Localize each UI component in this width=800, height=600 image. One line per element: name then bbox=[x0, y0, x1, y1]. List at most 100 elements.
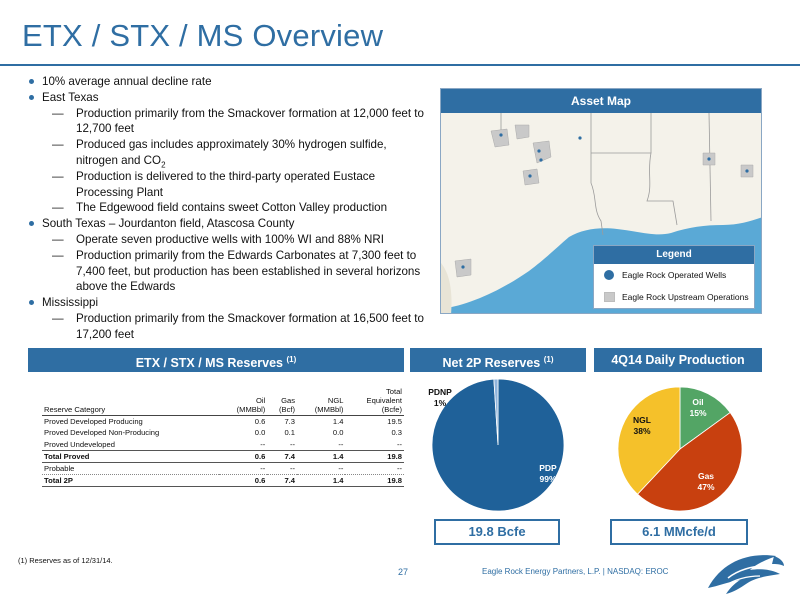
column-header: Total Equivalent (Bcfe) bbox=[366, 387, 402, 414]
table-cell: 1.4 bbox=[297, 473, 346, 487]
table-cell: 0.1 bbox=[284, 428, 295, 438]
table-cell: 1.4 bbox=[297, 449, 346, 463]
pie-slice-oil bbox=[679, 386, 731, 450]
pie-slice-gas bbox=[636, 411, 743, 512]
table-cell: Total Proved bbox=[42, 449, 219, 463]
table-cell: 7.3 bbox=[284, 417, 295, 426]
table-cell: -- bbox=[338, 439, 344, 449]
table-cell: -- bbox=[267, 461, 297, 474]
mexico-land bbox=[441, 263, 452, 313]
asset-area-etx-2 bbox=[514, 124, 530, 140]
table-cell: 0.6 bbox=[218, 473, 268, 487]
sub-bullet-item: Production is delivered to the third-par… bbox=[28, 169, 428, 201]
bullet-item: South Texas – Jourdanton field, Atascosa… bbox=[28, 216, 428, 232]
square-icon bbox=[604, 292, 615, 302]
pie-slice-value: 99% bbox=[539, 474, 556, 484]
table-row: Total Proved 0.6 7.4 1.4 19.8 bbox=[42, 449, 404, 463]
eagle-logo-icon bbox=[708, 555, 784, 594]
title-divider bbox=[0, 64, 800, 66]
pie-slice-value: 1% bbox=[434, 398, 447, 408]
bullet-item: Mississippi bbox=[28, 295, 428, 311]
table-cell: Probable bbox=[42, 461, 219, 474]
well-marker bbox=[499, 133, 503, 137]
sub-bullet-item: Production primarily from the Edwards Ca… bbox=[28, 248, 428, 295]
pie-slice-label: Oil bbox=[692, 397, 703, 407]
legend-title: Legend bbox=[594, 246, 754, 264]
asset-map-header: Asset Map bbox=[441, 89, 761, 113]
bullet-item: 10% average annual decline rate bbox=[28, 74, 428, 90]
bullet-list: 10% average annual decline rate East Texa… bbox=[28, 74, 428, 343]
well-marker bbox=[745, 169, 749, 173]
table-cell: 0.0 bbox=[332, 428, 344, 438]
legend-label: Eagle Rock Upstream Operations bbox=[622, 292, 749, 302]
net2p-total-callout: 19.8 Bcfe bbox=[434, 519, 560, 545]
asset-map-panel: Asset Map bbox=[440, 88, 762, 314]
pie-slice-value: 47% bbox=[697, 482, 714, 492]
table-header-row: Reserve Category Oil (MMBbl) Gas (Bcf) NGL … bbox=[42, 386, 404, 416]
table-cell: -- bbox=[396, 439, 402, 449]
pie-slice-value: 15% bbox=[689, 408, 706, 418]
la-ms-border bbox=[591, 152, 678, 226]
ms-al-border bbox=[708, 113, 712, 222]
table-cell: -- bbox=[260, 439, 266, 449]
column-header: Oil (MMBbl) bbox=[236, 396, 266, 414]
footnote: (1) Reserves as of 12/31/14. bbox=[18, 556, 113, 565]
table-cell: Proved Undeveloped bbox=[44, 439, 115, 449]
production-header: 4Q14 Daily Production bbox=[594, 348, 762, 372]
table-cell: 7.4 bbox=[267, 449, 297, 463]
table-cell: Proved Developed Non-Producing bbox=[44, 428, 160, 438]
column-header: NGL (MMBbl) bbox=[314, 396, 344, 414]
well-marker bbox=[539, 158, 543, 162]
table-row: Total 2P 0.6 7.4 1.4 19.8 bbox=[42, 473, 404, 487]
asset-area-etx-3 bbox=[532, 140, 552, 164]
sub-bullet-item: Production primarily from the Smackover … bbox=[28, 106, 428, 138]
pie-slice-value: 38% bbox=[633, 426, 650, 436]
table-cell: 1.4 bbox=[332, 417, 344, 426]
column-header: Reserve Category bbox=[44, 405, 106, 414]
footer-company: Eagle Rock Energy Partners, L.P. | NASDA… bbox=[482, 567, 669, 576]
table-cell: -- bbox=[345, 461, 404, 474]
table-cell: -- bbox=[289, 439, 295, 449]
well-marker bbox=[537, 149, 541, 153]
legend-item-upstream-operations: Eagle Rock Upstream Operations bbox=[594, 286, 754, 308]
table-row: Probable -- -- -- -- bbox=[42, 461, 404, 474]
table-cell: 0.6 bbox=[218, 449, 268, 463]
asset-area-etx-1 bbox=[490, 128, 510, 148]
table-row: Proved Developed Producing 0.6 7.3 1.4 19.5 bbox=[42, 416, 404, 428]
pie-slice-label: PDP bbox=[539, 463, 557, 473]
map-legend: Legend Eagle Rock Operated Wells Eagle R… bbox=[593, 245, 755, 309]
pie-slice-pdnp bbox=[493, 378, 499, 446]
table-cell: Total 2P bbox=[42, 473, 219, 487]
well-marker bbox=[578, 136, 582, 140]
pie-slice-label: Gas bbox=[698, 471, 714, 481]
table-row: Proved Undeveloped -- -- -- -- bbox=[42, 439, 404, 451]
table-cell: 7.4 bbox=[267, 473, 297, 487]
table-row: Proved Developed Non-Producing 0.0 0.1 0.0 0… bbox=[42, 427, 404, 439]
table-cell: 19.8 bbox=[345, 449, 404, 463]
table-cell: 0.0 bbox=[254, 428, 266, 438]
table-cell: Proved Developed Producing bbox=[44, 417, 143, 426]
bullet-item: East Texas bbox=[28, 90, 428, 106]
sub-bullet-item: Production primarily from the Smackover … bbox=[28, 311, 428, 343]
pie-slice-label: PDNP bbox=[428, 387, 452, 397]
well-marker bbox=[461, 265, 465, 269]
table-cell: 19.5 bbox=[387, 417, 402, 426]
net2p-header: Net 2P Reserves (1) bbox=[410, 348, 586, 372]
column-header: Gas (Bcf) bbox=[278, 396, 295, 414]
pie-slice-label: NGL bbox=[633, 415, 651, 425]
reserves-header: ETX / STX / MS Reserves (1) bbox=[28, 348, 404, 372]
well-marker bbox=[528, 174, 532, 178]
tx-la-border bbox=[590, 113, 604, 236]
dot-icon bbox=[604, 270, 614, 280]
pie-slice-ngl bbox=[617, 386, 681, 495]
legend-label: Eagle Rock Operated Wells bbox=[622, 270, 727, 280]
sub-bullet-item: Operate seven productive wells with 100%… bbox=[28, 232, 428, 248]
well-marker bbox=[707, 157, 711, 161]
sub-bullet-item: The Edgewood field contains sweet Cotton… bbox=[28, 200, 428, 216]
table-cell: 0.3 bbox=[391, 428, 402, 438]
table-cell: 19.8 bbox=[345, 473, 404, 487]
reserves-table: Reserve Category Oil (MMBbl) Gas (Bcf) NGL … bbox=[42, 386, 404, 487]
page-title: ETX / STX / MS Overview bbox=[22, 18, 384, 53]
